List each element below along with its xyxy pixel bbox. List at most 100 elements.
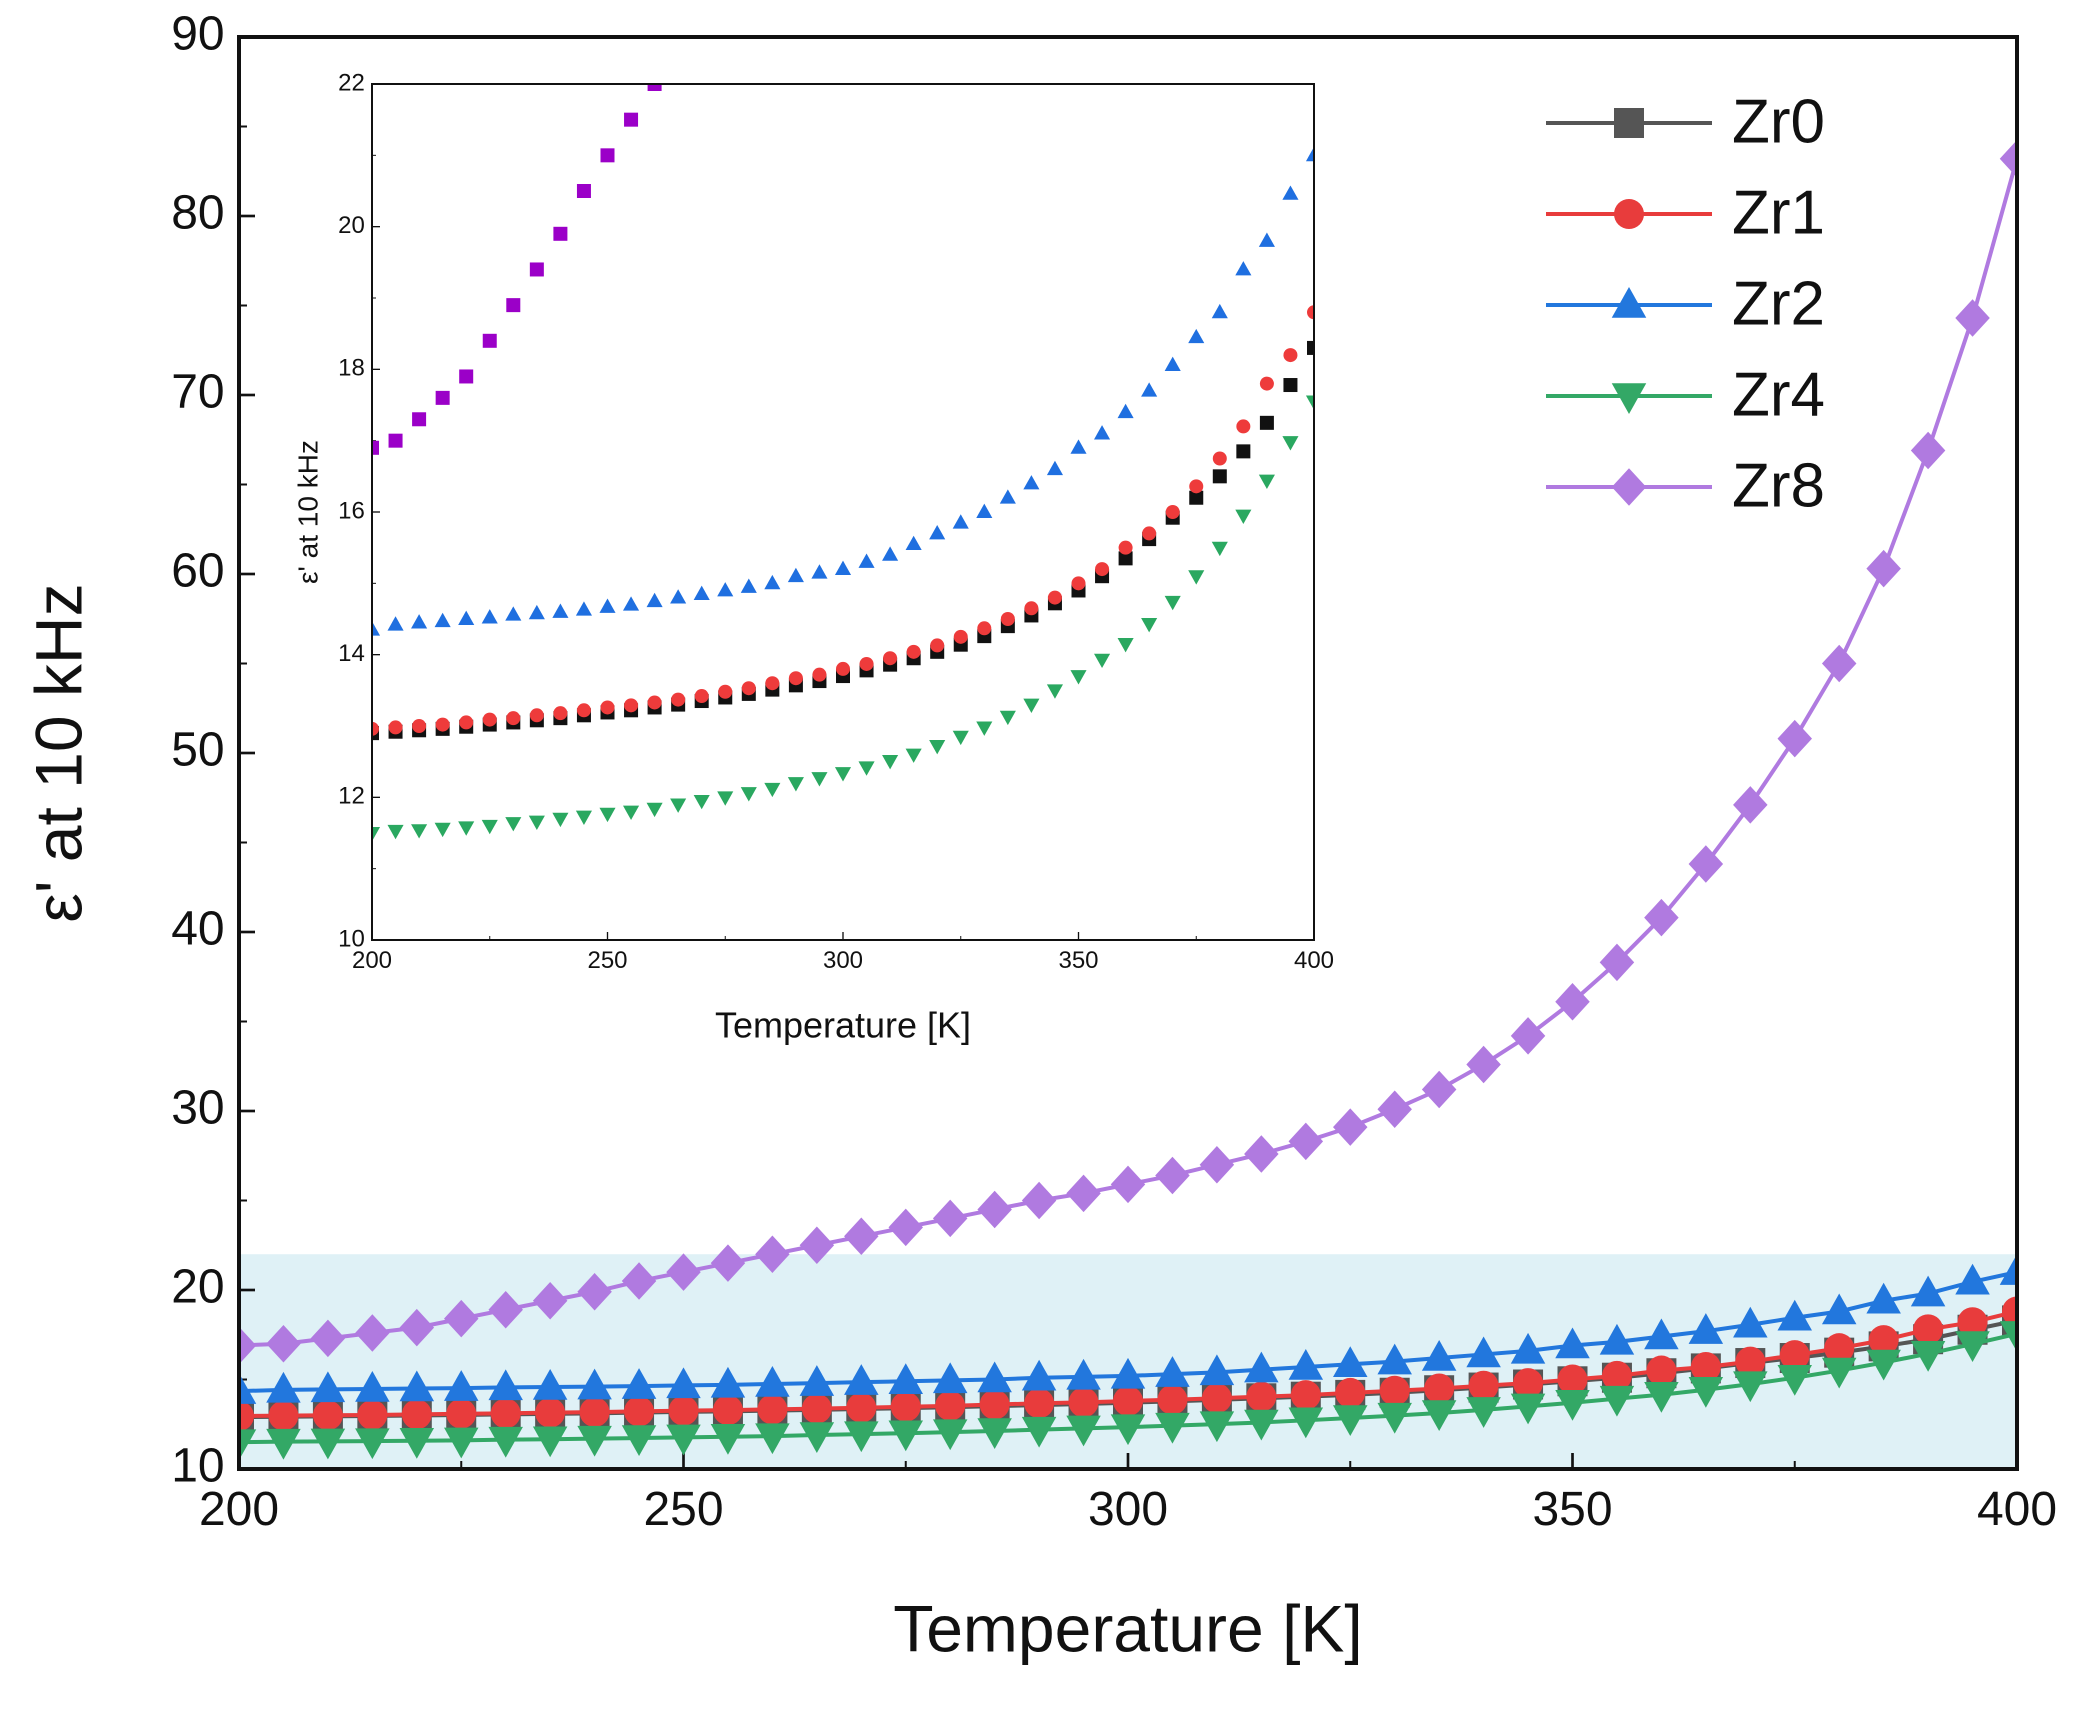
y-tick-label: 80 (171, 187, 224, 240)
marker (1047, 590, 1062, 605)
marker (372, 721, 379, 736)
marker (717, 791, 734, 806)
marker (1142, 526, 1157, 541)
marker (799, 1365, 835, 1396)
marker (1141, 618, 1158, 633)
marker (1165, 505, 1180, 519)
marker (1379, 1375, 1410, 1406)
marker (977, 1418, 1012, 1450)
marker (553, 706, 568, 721)
marker (1117, 403, 1134, 419)
marker (755, 1365, 790, 1397)
marker (1068, 1387, 1099, 1418)
marker (1288, 1407, 1324, 1439)
marker (1155, 1156, 1190, 1195)
marker (1236, 419, 1251, 434)
marker (388, 433, 403, 448)
marker (577, 1425, 612, 1457)
marker (576, 184, 591, 198)
marker (905, 748, 922, 763)
marker (481, 609, 498, 624)
marker (1424, 1373, 1455, 1404)
marker (888, 1208, 923, 1247)
marker (1466, 1336, 1501, 1368)
marker (1644, 898, 1679, 937)
x-axis-label: Temperature [K] (715, 1005, 971, 1046)
plot-area (372, 84, 1314, 940)
marker (882, 755, 899, 770)
marker (755, 1423, 790, 1455)
marker (755, 1235, 790, 1273)
marker (666, 1367, 701, 1399)
x-tick-label: 400 (1294, 947, 1334, 974)
marker (646, 592, 663, 608)
marker (488, 1426, 523, 1458)
marker (836, 661, 850, 676)
y-tick-label: 30 (171, 1082, 224, 1135)
marker (977, 1190, 1012, 1229)
marker (575, 601, 592, 616)
marker (710, 1424, 746, 1455)
x-axis-label: Temperature [K] (893, 1591, 1363, 1665)
marker (411, 614, 428, 629)
marker (482, 333, 497, 348)
marker (266, 1324, 301, 1363)
marker (1611, 287, 1647, 318)
marker (1777, 1364, 1812, 1396)
marker (239, 1429, 257, 1461)
marker (1555, 983, 1590, 1021)
marker (401, 1399, 432, 1430)
marker (787, 777, 804, 792)
marker (532, 1426, 568, 1458)
x-tick-label: 400 (1977, 1483, 2057, 1536)
marker (532, 1281, 568, 1320)
marker (670, 589, 687, 604)
marker (624, 112, 639, 127)
plot-frame (237, 35, 2019, 1471)
marker (1095, 562, 1110, 577)
marker (952, 730, 969, 746)
marker (1236, 444, 1251, 459)
marker (1913, 1314, 1944, 1345)
marker (1024, 1388, 1055, 1419)
marker (1283, 348, 1298, 363)
marker (621, 1425, 657, 1457)
marker (693, 585, 710, 600)
marker (1866, 549, 1901, 588)
y-tick-label: 70 (171, 366, 224, 419)
marker (310, 1319, 346, 1358)
marker (372, 621, 381, 636)
marker (1614, 108, 1644, 138)
marker (1094, 653, 1111, 669)
marker (1199, 1411, 1235, 1443)
marker (624, 698, 639, 713)
marker (435, 717, 450, 732)
marker (1644, 1381, 1679, 1413)
marker (2002, 1296, 2017, 1327)
marker (935, 1390, 966, 1421)
marker (1377, 1402, 1412, 1434)
marker (490, 1398, 521, 1429)
marker (1212, 451, 1227, 466)
marker (600, 148, 615, 163)
marker (883, 651, 898, 666)
marker (1258, 232, 1275, 247)
marker (646, 802, 663, 818)
marker (1244, 1351, 1279, 1383)
data-layer (372, 84, 1314, 842)
legend-label: Zr0 (1732, 87, 1825, 156)
marker (1110, 1165, 1146, 1204)
marker (505, 817, 522, 832)
y-tick-label: 50 (171, 724, 224, 777)
marker (1510, 1017, 1546, 1055)
marker (717, 582, 734, 597)
marker (1510, 1393, 1546, 1425)
legend-label: Zr8 (1732, 451, 1825, 520)
marker (1733, 1371, 1768, 1403)
marker (488, 1369, 523, 1401)
marker (764, 574, 781, 590)
marker (1779, 1340, 1810, 1371)
marker (1688, 1313, 1724, 1344)
marker (1821, 644, 1857, 683)
